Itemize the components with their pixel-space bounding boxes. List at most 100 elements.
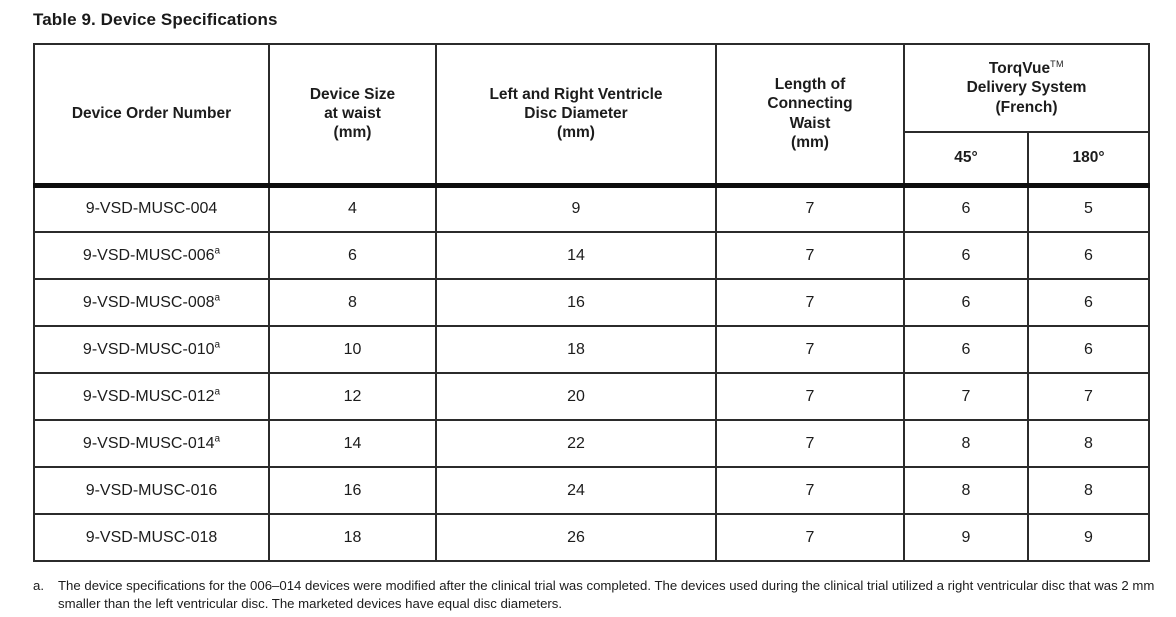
header-label: Left and Right Ventricle [489,85,663,103]
header-device-order-number: Device Order Number [33,43,270,186]
header-label: Device Order Number [71,105,232,123]
cell-45-degree: 6 [903,278,1029,327]
footnote-marker: a [214,339,221,351]
cell-waist-length: 7 [715,466,905,515]
order-number: 9-VSD-MUSC-004 [85,200,218,218]
order-number: 9-VSD-MUSC-012 [82,387,215,405]
cell-180-degree: 7 [1027,372,1150,421]
cell-waist-length: 7 [715,184,905,233]
cell-disc-diameter: 14 [435,231,717,280]
order-number: 9-VSD-MUSC-014 [82,434,215,452]
device-specifications-table: Device Order Number Device Size at waist… [33,43,1150,562]
cell-order-number: 9-VSD-MUSC-014a [33,419,270,468]
cell-disc-diameter: 26 [435,513,717,562]
table-body: 9-VSD-MUSC-004 4 9 7 6 5 9-VSD-MUSC-006a… [33,184,1150,562]
header-device-size: Device Size at waist (mm) [268,43,437,186]
cell-45-degree: 6 [903,184,1029,233]
cell-order-number: 9-VSD-MUSC-006a [33,231,270,280]
header-label: Device Size [309,85,396,103]
cell-device-size: 10 [268,325,437,374]
cell-device-size: 18 [268,513,437,562]
cell-device-size: 14 [268,419,437,468]
table-row: 9-VSD-MUSC-012a 12 20 7 7 7 [33,372,1150,421]
footnote-text: The device specifications for the 006–01… [58,578,1155,612]
brand-name: TorqVue [988,59,1051,77]
cell-device-size: 4 [268,184,437,233]
order-number: 9-VSD-MUSC-006 [82,246,215,264]
cell-180-degree: 5 [1027,184,1150,233]
header-label: at waist [324,105,381,123]
cell-order-number: 9-VSD-MUSC-018 [33,513,270,562]
header-disc-diameter: Left and Right Ventricle Disc Diameter (… [435,43,717,186]
cell-disc-diameter: 9 [435,184,717,233]
cell-180-degree: 8 [1027,466,1150,515]
header-connecting-waist: Length of Connecting Waist (mm) [715,43,905,186]
table-title: Table 9. Device Specifications [33,10,278,29]
cell-waist-length: 7 [715,231,905,280]
table-header: Device Order Number Device Size at waist… [33,43,1150,186]
header-label: Length of [774,76,846,93]
header-delivery-system: TorqVueTM Delivery System (French) [903,43,1150,133]
cell-waist-length: 7 [715,513,905,562]
cell-disc-diameter: 20 [435,372,717,421]
cell-45-degree: 8 [903,419,1029,468]
cell-waist-length: 7 [715,278,905,327]
header-label: Connecting [767,95,853,113]
header-label: (French) [995,98,1058,116]
order-number: 9-VSD-MUSC-008 [82,293,215,311]
header-45-degree: 45° [903,131,1029,186]
header-label: (mm) [333,124,372,142]
cell-45-degree: 9 [903,513,1029,562]
cell-180-degree: 6 [1027,231,1150,280]
cell-45-degree: 6 [903,325,1029,374]
footnote-marker: a [214,292,221,304]
cell-device-size: 16 [268,466,437,515]
cell-waist-length: 7 [715,372,905,421]
cell-180-degree: 9 [1027,513,1150,562]
order-number: 9-VSD-MUSC-016 [85,481,218,499]
cell-disc-diameter: 22 [435,419,717,468]
header-label: Waist [789,114,831,132]
trademark-symbol: TM [1050,58,1065,69]
table-row: 9-VSD-MUSC-006a 6 14 7 6 6 [33,231,1150,280]
cell-order-number: 9-VSD-MUSC-008a [33,278,270,327]
footnote-marker-label: a. [33,578,44,593]
cell-45-degree: 6 [903,231,1029,280]
footnote-marker: a [214,245,221,257]
table-footnote: a. The device specifications for the 006… [33,577,1155,613]
header-label: (mm) [557,124,595,142]
cell-45-degree: 7 [903,372,1029,421]
cell-disc-diameter: 24 [435,466,717,515]
footnote-marker: a [214,386,221,398]
cell-order-number: 9-VSD-MUSC-016 [33,466,270,515]
cell-device-size: 12 [268,372,437,421]
table-row: 9-VSD-MUSC-008a 8 16 7 6 6 [33,278,1150,327]
header-label: (mm) [791,134,829,152]
cell-order-number: 9-VSD-MUSC-010a [33,325,270,374]
footnote-marker: a [214,433,221,445]
order-number: 9-VSD-MUSC-010 [82,340,215,358]
cell-180-degree: 8 [1027,419,1150,468]
cell-180-degree: 6 [1027,278,1150,327]
cell-disc-diameter: 18 [435,325,717,374]
table-row: 9-VSD-MUSC-004 4 9 7 6 5 [33,184,1150,233]
table-row: 9-VSD-MUSC-018 18 26 7 9 9 [33,513,1150,562]
cell-device-size: 6 [268,231,437,280]
table-row: 9-VSD-MUSC-014a 14 22 7 8 8 [33,419,1150,468]
header-180-degree: 180° [1027,131,1150,186]
header-label: Disc Diameter [524,105,628,123]
header-label: TorqVueTM [909,59,1144,78]
header-label: Delivery System [966,79,1087,97]
table-row: 9-VSD-MUSC-016 16 24 7 8 8 [33,466,1150,515]
cell-device-size: 8 [268,278,437,327]
cell-disc-diameter: 16 [435,278,717,327]
table-row: 9-VSD-MUSC-010a 10 18 7 6 6 [33,325,1150,374]
order-number: 9-VSD-MUSC-018 [85,528,218,546]
cell-180-degree: 6 [1027,325,1150,374]
cell-order-number: 9-VSD-MUSC-004 [33,184,270,233]
cell-waist-length: 7 [715,419,905,468]
cell-waist-length: 7 [715,325,905,374]
cell-order-number: 9-VSD-MUSC-012a [33,372,270,421]
cell-45-degree: 8 [903,466,1029,515]
